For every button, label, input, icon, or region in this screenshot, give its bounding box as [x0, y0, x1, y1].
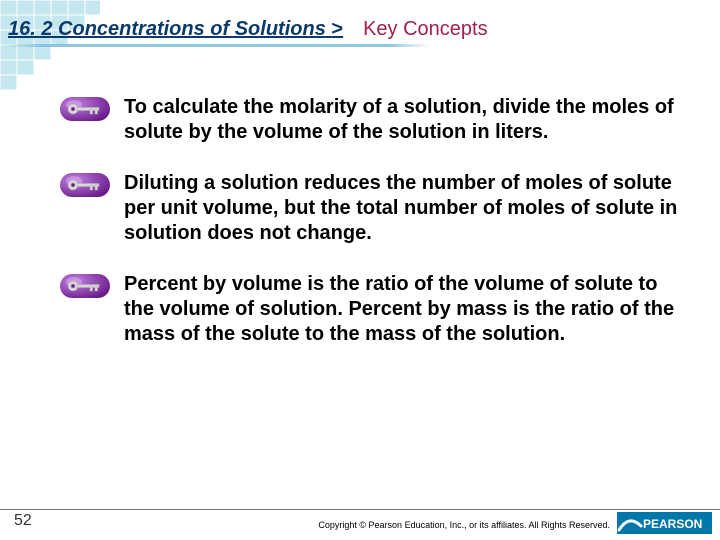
section-title-text: 16. 2 Concentrations of Solutions [8, 18, 326, 40]
bullet-text: To calculate the molarity of a solution,… [124, 95, 680, 145]
section-title: 16. 2 Concentrations of Solutions > [0, 18, 343, 41]
key-icon [60, 97, 110, 121]
page-subtitle: Key Concepts [363, 18, 488, 41]
chevron-icon: > [331, 18, 343, 40]
title-bar: 16. 2 Concentrations of Solutions > Key … [0, 14, 720, 44]
svg-text:PEARSON: PEARSON [643, 517, 702, 531]
pearson-logo: PEARSON [617, 512, 712, 534]
bullet-item: Diluting a solution reduces the number o… [60, 171, 680, 246]
footer-rule [0, 509, 720, 510]
page-number: 52 [14, 512, 32, 530]
title-underline [0, 44, 430, 47]
key-icon [60, 173, 110, 197]
copyright-text: Copyright © Pearson Education, Inc., or … [318, 520, 610, 530]
content-area: To calculate the molarity of a solution,… [60, 95, 680, 373]
bullet-text: Percent by volume is the ratio of the vo… [124, 272, 680, 347]
bullet-item: To calculate the molarity of a solution,… [60, 95, 680, 145]
bullet-item: Percent by volume is the ratio of the vo… [60, 272, 680, 347]
key-icon [60, 274, 110, 298]
bullet-text: Diluting a solution reduces the number o… [124, 171, 680, 246]
